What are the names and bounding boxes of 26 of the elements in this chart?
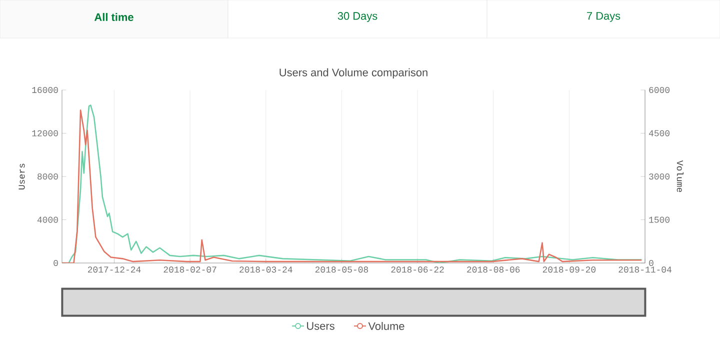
legend-label: Users: [307, 322, 334, 330]
y2-axis-title: Volume: [676, 160, 684, 192]
y-tick-label: 8000: [38, 173, 58, 180]
x-tick-label: 2018-11-04: [618, 266, 672, 273]
legend-label: Volume: [368, 322, 404, 330]
y-tick-label: 4000: [37, 216, 58, 223]
x-tick-label: 2018-06-22: [391, 266, 444, 273]
y-tick-label: 0: [54, 260, 58, 266]
text: All time: [94, 12, 134, 22]
y2-tick-label: 3000: [649, 173, 670, 180]
x-tick-label: 2018-09-20: [542, 266, 596, 273]
y2-tick-label: 6000: [649, 86, 670, 94]
x-tick-label: 2017-12-24: [88, 266, 141, 273]
y-tick-label: 16000: [32, 86, 58, 94]
x-tick-label: 2018-08-06: [467, 266, 520, 273]
text: 7 Days: [587, 12, 620, 22]
y-axis-title: Users: [18, 164, 25, 190]
y-tick-label: 12000: [32, 130, 58, 136]
x-tick-label: 2018-02-07: [164, 266, 216, 273]
x-tick-label: 2018-05-08: [315, 266, 368, 273]
y2-tick-label: 0: [649, 260, 654, 266]
y2-tick-label: 1500: [649, 216, 670, 223]
x-tick-label: 2018-03-24: [240, 266, 292, 273]
y2-tick-label: 4500: [648, 130, 670, 136]
chart-title: Users and Volume comparison: [280, 68, 428, 78]
text: 30 Days: [338, 12, 378, 22]
